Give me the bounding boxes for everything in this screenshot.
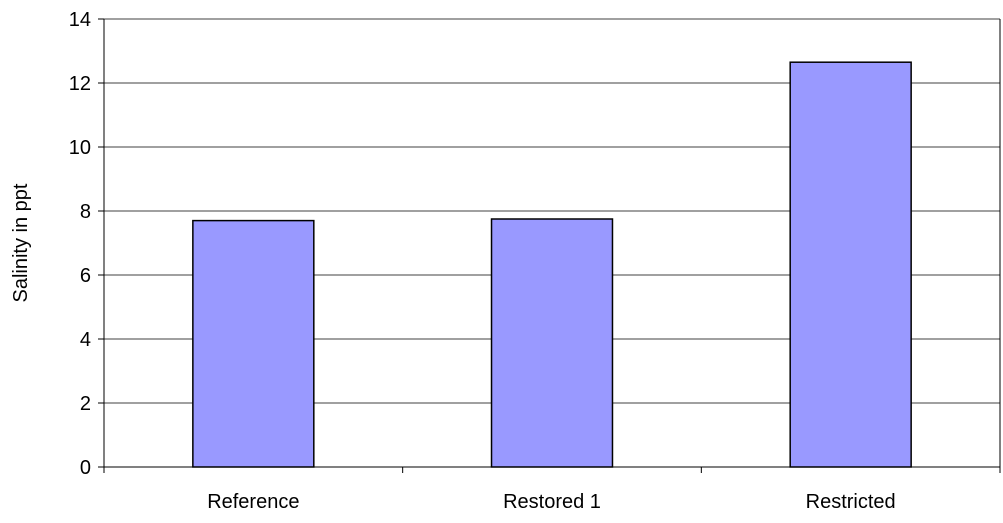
bars (192, 61, 912, 468)
bar (490, 218, 614, 468)
y-tick-label: 14 (69, 9, 91, 31)
bar (192, 219, 315, 468)
y-axis-title: Salinity in ppt (10, 183, 32, 302)
y-tick-label: 6 (80, 265, 91, 287)
y-tick-label: 4 (80, 329, 91, 351)
x-category-label: Restored 1 (503, 491, 601, 513)
x-category-label: Reference (207, 491, 299, 513)
labels: 0 2 4 6 8 10 12 14 Reference Restored 1 Restricted (69, 9, 896, 513)
y-tick-label: 12 (69, 73, 91, 95)
x-category-label: Restricted (806, 491, 896, 513)
y-tick-label: 10 (69, 137, 91, 159)
y-tick-label: 8 (80, 201, 91, 223)
y-tick-label: 2 (80, 393, 91, 415)
axes (98, 18, 1001, 473)
bar (789, 61, 912, 468)
y-tick-label: 0 (80, 457, 91, 479)
